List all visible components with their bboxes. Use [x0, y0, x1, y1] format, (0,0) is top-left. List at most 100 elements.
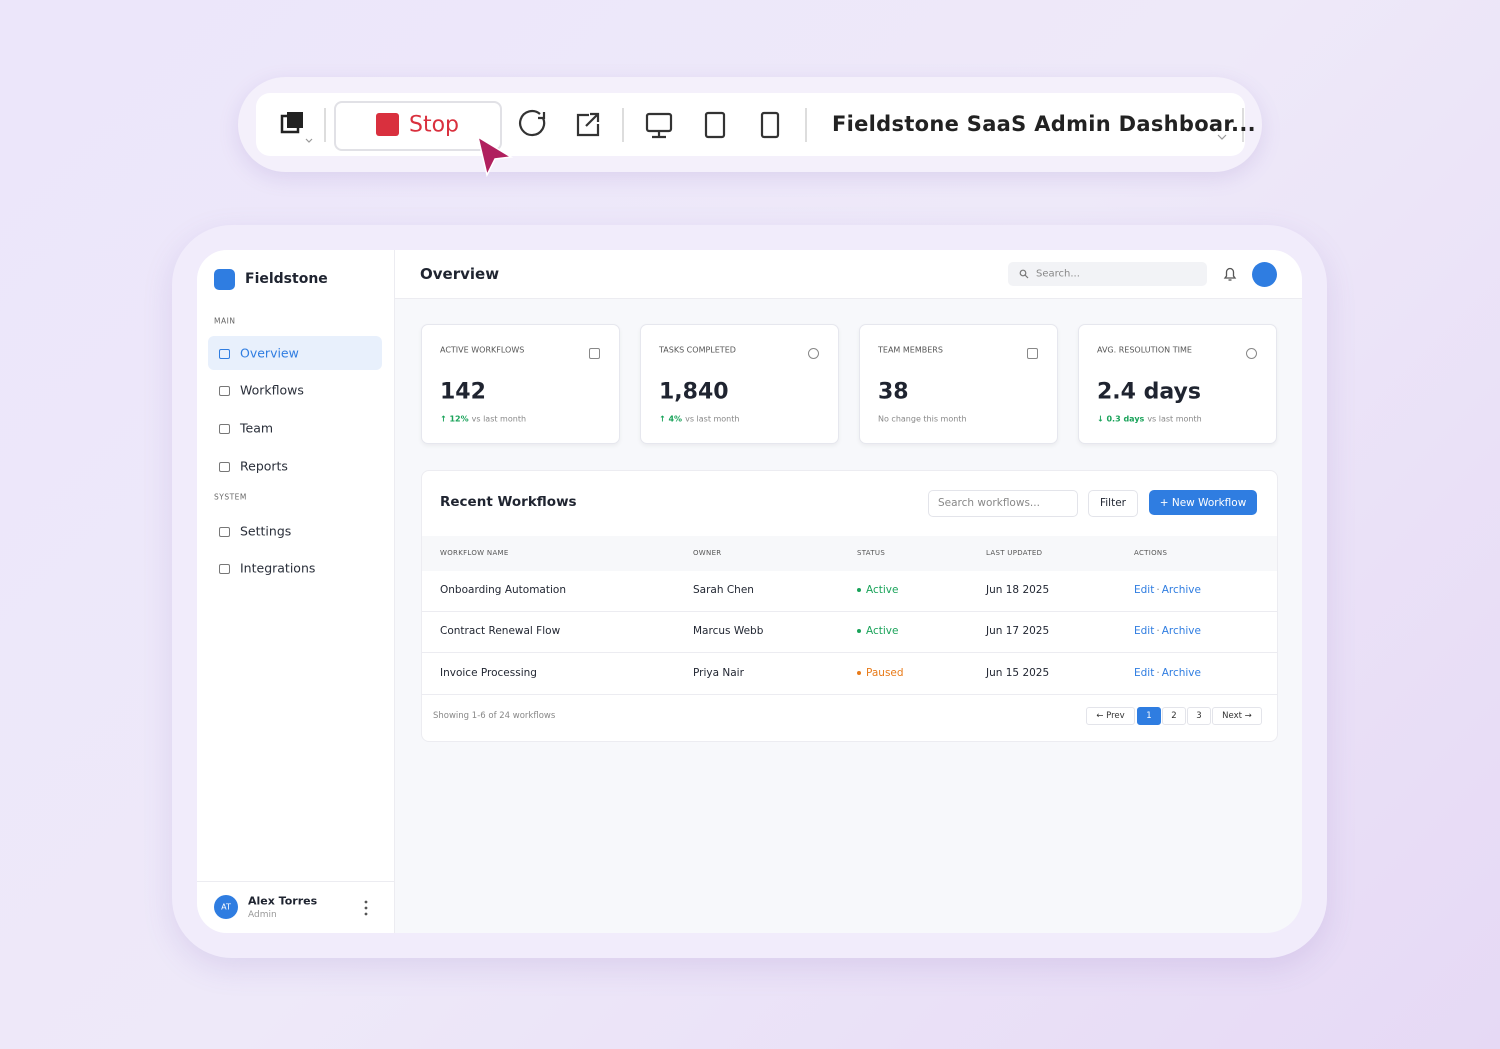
stat-icon — [1027, 348, 1038, 359]
status: Active — [866, 584, 899, 596]
stat-change: ↑ 4% — [659, 414, 683, 424]
search-box[interactable] — [1008, 262, 1207, 286]
stat-card — [1078, 324, 1277, 444]
page-button[interactable] — [1137, 707, 1161, 725]
archive-action[interactable]: Archive — [1161, 584, 1201, 596]
reload-icon[interactable] — [519, 109, 546, 137]
workflow-name: Contract Renewal Flow — [440, 625, 561, 637]
status: Paused — [866, 667, 904, 679]
desktop-stand — [652, 131, 666, 139]
owner: Marcus Webb — [693, 625, 764, 637]
column-header: STATUS — [857, 549, 886, 557]
user-divider — [197, 881, 394, 882]
nav-active — [208, 336, 382, 370]
header-avatar[interactable] — [1252, 262, 1277, 287]
stat-label: TEAM MEMBERS — [878, 345, 943, 355]
stat-note: No change this month — [878, 414, 967, 424]
nav-icon — [219, 349, 230, 359]
workflow-name: Invoice Processing — [440, 667, 537, 679]
stat-value: 38 — [878, 379, 909, 405]
nav-icon — [219, 462, 230, 472]
caret — [305, 138, 313, 143]
action-separator: · — [1156, 584, 1160, 596]
page-label: Next → — [1222, 711, 1252, 721]
status: Active — [866, 625, 899, 637]
stat-note: vs last month — [685, 414, 740, 424]
last-updated: Jun 17 2025 — [986, 625, 1050, 637]
cursor — [476, 135, 514, 178]
nav-item[interactable]: Reports — [240, 458, 288, 474]
window-icon-back — [287, 112, 303, 128]
archive-action[interactable]: Archive — [1161, 667, 1201, 679]
workflow-name: Onboarding Automation — [440, 584, 566, 596]
page-button[interactable] — [1162, 707, 1186, 725]
stat-label: ACTIVE WORKFLOWS — [440, 345, 525, 355]
table-search[interactable] — [928, 490, 1078, 517]
action-separator: · — [1156, 667, 1160, 679]
filter-label: Filter — [1099, 497, 1127, 509]
user-menu[interactable] — [362, 900, 370, 916]
page-label: 2 — [1171, 711, 1177, 721]
search-placeholder: Search... — [1036, 268, 1080, 280]
new-workflow-button[interactable] — [1149, 490, 1257, 515]
phone-icon[interactable] — [760, 111, 780, 139]
table-footer: Showing 1-6 of 24 workflows — [433, 711, 556, 721]
nav-item[interactable]: Overview — [240, 345, 299, 361]
edit-action[interactable]: Edit — [1134, 625, 1155, 637]
nav-item[interactable]: Team — [240, 420, 274, 436]
brand-logo — [214, 269, 235, 290]
page-button[interactable] — [1086, 707, 1135, 725]
nav-item[interactable]: Integrations — [240, 560, 316, 576]
nav-item[interactable]: Workflows — [240, 382, 304, 398]
stat-value: 1,840 — [659, 379, 729, 405]
owner: Sarah Chen — [693, 584, 754, 596]
archive-action[interactable]: Archive — [1161, 625, 1201, 637]
nav-icon — [219, 527, 230, 537]
stat-change: ↓ 0.3 days — [1097, 414, 1145, 424]
filter-button[interactable] — [1088, 490, 1138, 517]
edit-action[interactable]: Edit — [1134, 584, 1155, 596]
bell-icon[interactable] — [1223, 266, 1237, 282]
nav-icon — [219, 424, 230, 434]
column-header: LAST UPDATED — [986, 549, 1043, 557]
stat-note: vs last month — [1147, 414, 1202, 424]
reload-arrow — [538, 112, 546, 120]
status-dot — [857, 671, 861, 675]
row-divider — [421, 611, 1277, 612]
stat-value: 2.4 days — [1097, 379, 1201, 405]
page-label: 3 — [1196, 711, 1202, 721]
stat-note: vs last month — [471, 414, 527, 424]
column-header: WORKFLOW NAME — [440, 549, 509, 557]
tablet-icon[interactable] — [704, 111, 726, 139]
external-icon[interactable] — [576, 112, 600, 137]
page-button[interactable] — [1187, 707, 1211, 725]
page-title: Overview — [420, 265, 500, 283]
desktop-icon[interactable] — [645, 112, 673, 133]
status-dot — [857, 588, 861, 592]
row-divider — [421, 652, 1277, 653]
stat-card — [859, 324, 1058, 444]
user-avatar[interactable] — [214, 895, 238, 919]
stat-card — [421, 324, 620, 444]
table-title: Recent Workflows — [440, 494, 577, 510]
nav-icon — [219, 386, 230, 396]
stat-card — [640, 324, 839, 444]
column-header: ACTIONS — [1134, 549, 1168, 557]
edit-action[interactable]: Edit — [1134, 667, 1155, 679]
stat-change: ↑ 12% — [440, 414, 469, 424]
user-role: Admin — [248, 910, 277, 920]
action-separator: · — [1156, 625, 1160, 637]
section-label: MAIN — [214, 316, 236, 326]
toolbar-icons — [280, 108, 1244, 143]
nav-item[interactable]: Settings — [240, 523, 292, 539]
search-icon — [1019, 269, 1029, 279]
page-label: 1 — [1146, 711, 1152, 721]
stat-value: 142 — [440, 379, 486, 405]
stop-button[interactable] — [334, 101, 502, 151]
page-label: ← Prev — [1096, 711, 1125, 721]
section-label: SYSTEM — [214, 492, 247, 502]
stat-label: AVG. RESOLUTION TIME — [1097, 345, 1192, 355]
page-button[interactable] — [1212, 707, 1262, 725]
